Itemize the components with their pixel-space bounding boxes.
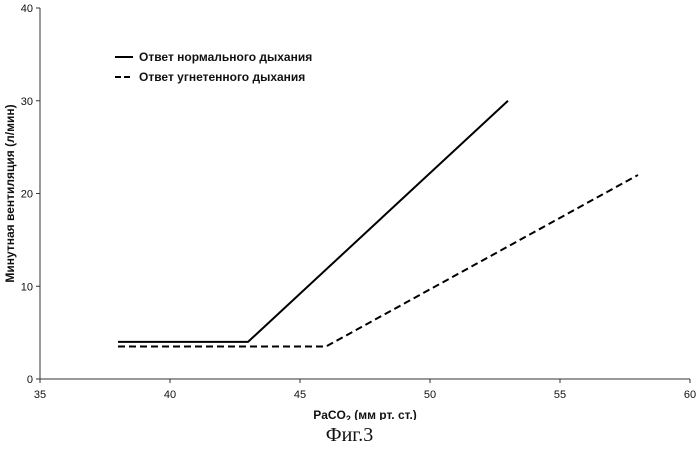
y-tick-label: 30 [21,96,33,108]
x-axis-label: PaCO2 (мм рт. ст.) [313,408,417,420]
x-tick-label: 60 [684,389,696,401]
y-axis-label: Минутная вентиляция (л/мин) [3,104,17,282]
series-line-2 [118,175,638,347]
y-tick-label: 0 [27,374,33,386]
y-tick-label: 10 [21,281,33,293]
x-tick-label: 55 [554,389,566,401]
line-chart: 0 10 20 30 40 35 40 45 50 55 60 Ответ нормального д… [0,0,699,420]
y-tick-label: 20 [21,189,33,201]
x-tick-label: 50 [424,389,436,401]
x-tick-label: 35 [34,389,46,401]
legend-entry-2: Ответ угнетенного дыхания [139,70,305,84]
x-tick-label: 40 [164,389,176,401]
figure-caption: Фиг.3 [0,424,699,447]
y-tick-label: 40 [21,3,33,15]
series-line-1 [118,101,508,342]
x-tick-label: 45 [294,389,306,401]
legend-entry-1: Ответ нормального дыхания [139,50,312,64]
